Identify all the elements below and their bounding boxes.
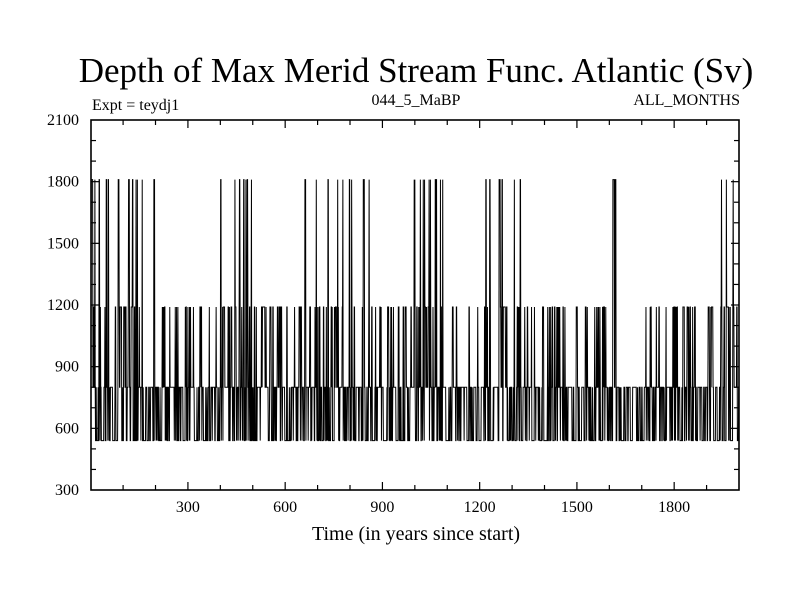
axis-ticks bbox=[91, 120, 739, 490]
x-tick-label: 600 bbox=[273, 499, 297, 516]
y-tick-label: 600 bbox=[55, 420, 79, 437]
x-tick-label: 1500 bbox=[561, 499, 593, 516]
y-tick-label: 1800 bbox=[47, 174, 79, 191]
months-label: ALL_MONTHS bbox=[633, 92, 740, 109]
x-tick-label: 1200 bbox=[464, 499, 496, 516]
x-tick-label: 1800 bbox=[658, 499, 690, 516]
x-axis-label: Time (in years since start) bbox=[312, 523, 520, 545]
plot-frame bbox=[90, 119, 740, 491]
y-tick-label: 2100 bbox=[47, 112, 79, 129]
y-tick-label: 1500 bbox=[47, 235, 79, 252]
axis-tick-labels: 300 600 900 1200 1500 1800 300 600 900 1200 1500 18… bbox=[47, 112, 690, 516]
y-tick-label: 300 bbox=[55, 482, 79, 499]
series-line bbox=[90, 179, 740, 442]
x-tick-label: 900 bbox=[370, 499, 394, 516]
experiment-label: Expt = teydj1 bbox=[92, 97, 179, 114]
y-tick-label: 900 bbox=[55, 359, 79, 376]
data-series-line bbox=[90, 179, 740, 442]
period-label: 044_5_MaBP bbox=[372, 92, 461, 109]
chart-title: Depth of Max Merid Stream Func. Atlantic… bbox=[79, 51, 754, 90]
x-tick-label: 300 bbox=[176, 499, 200, 516]
y-tick-label: 1200 bbox=[47, 297, 79, 314]
